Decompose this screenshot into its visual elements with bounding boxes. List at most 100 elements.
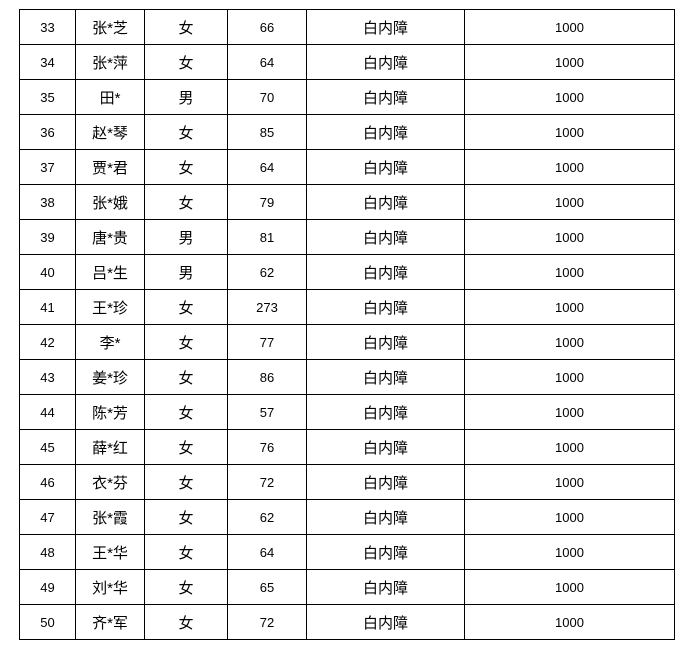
gender-cell: 女 [144,604,228,640]
amount-cell: 1000 [464,114,675,150]
row-number-cell: 37 [19,149,76,185]
diagnosis-cell: 白内障 [306,44,465,80]
row-number-cell: 33 [19,9,76,45]
row-number-cell: 40 [19,254,76,290]
gender-cell: 女 [144,394,228,430]
gender-cell: 男 [144,219,228,255]
age-cell: 79 [227,184,307,220]
gender-cell: 女 [144,9,228,45]
table-row: 45 薛*红女 76 白内障 1000 [19,429,675,465]
amount-cell: 1000 [464,534,675,570]
amount-cell: 1000 [464,359,675,395]
diagnosis-cell: 白内障 [306,114,465,150]
age-cell: 62 [227,254,307,290]
gender-cell: 女 [144,289,228,325]
amount-cell: 1000 [464,254,675,290]
row-number-cell: 45 [19,429,76,465]
table-row: 43 姜*珍女 86 白内障 1000 [19,359,675,395]
row-number-cell: 48 [19,534,76,570]
age-cell: 72 [227,604,307,640]
table-row: 49 刘*华女 65 白内障 1000 [19,569,675,605]
amount-cell: 1000 [464,464,675,500]
table-row: 48 王*华女 64 白内障 1000 [19,534,675,570]
table-row: 44 陈*芳女 57 白内障 1000 [19,394,675,430]
name-cell: 赵*琴 [75,114,145,150]
gender-cell: 女 [144,149,228,185]
gender-cell: 女 [144,324,228,360]
name-cell: 齐*军 [75,604,145,640]
table-row: 41 王*珍女 273 白内障 1000 [19,289,675,325]
amount-cell: 1000 [464,79,675,115]
table-row: 47 张*霞女 62 白内障 1000 [19,499,675,535]
gender-cell: 男 [144,79,228,115]
diagnosis-cell: 白内障 [306,184,465,220]
diagnosis-cell: 白内障 [306,604,465,640]
row-number-cell: 44 [19,394,76,430]
diagnosis-cell: 白内障 [306,219,465,255]
row-number-cell: 38 [19,184,76,220]
age-cell: 70 [227,79,307,115]
name-cell: 李* [75,324,145,360]
diagnosis-cell: 白内障 [306,254,465,290]
table-row: 35 田* 男 70 白内障 1000 [19,79,675,115]
age-cell: 62 [227,499,307,535]
patient-table: 33 张*芝女 66 白内障 1000 34 张*萍女 64 白内障 1000 35 田* 男 70 白内障… [19,9,675,640]
name-cell: 张*芝 [75,9,145,45]
row-number-cell: 41 [19,289,76,325]
name-cell: 唐*贵 [75,219,145,255]
table-row: 36 赵*琴女 85 白内障 1000 [19,114,675,150]
row-number-cell: 42 [19,324,76,360]
diagnosis-cell: 白内障 [306,394,465,430]
name-cell: 姜*珍 [75,359,145,395]
age-cell: 64 [227,534,307,570]
age-cell: 86 [227,359,307,395]
amount-cell: 1000 [464,149,675,185]
age-cell: 64 [227,44,307,80]
amount-cell: 1000 [464,289,675,325]
age-cell: 81 [227,219,307,255]
gender-cell: 女 [144,429,228,465]
name-cell: 张*霞 [75,499,145,535]
name-cell: 吕*生 [75,254,145,290]
diagnosis-cell: 白内障 [306,9,465,45]
row-number-cell: 43 [19,359,76,395]
name-cell: 衣*芬 [75,464,145,500]
name-cell: 陈*芳 [75,394,145,430]
diagnosis-cell: 白内障 [306,359,465,395]
gender-cell: 男 [144,254,228,290]
table-row: 33 张*芝女 66 白内障 1000 [19,9,675,45]
row-number-cell: 36 [19,114,76,150]
amount-cell: 1000 [464,569,675,605]
age-cell: 57 [227,394,307,430]
amount-cell: 1000 [464,324,675,360]
amount-cell: 1000 [464,184,675,220]
diagnosis-cell: 白内障 [306,464,465,500]
amount-cell: 1000 [464,394,675,430]
name-cell: 薛*红 [75,429,145,465]
name-cell: 田* [75,79,145,115]
amount-cell: 1000 [464,219,675,255]
table-row: 50 齐*军女 72 白内障 1000 [19,604,675,640]
diagnosis-cell: 白内障 [306,534,465,570]
gender-cell: 女 [144,464,228,500]
table-row: 34 张*萍女 64 白内障 1000 [19,44,675,80]
diagnosis-cell: 白内障 [306,289,465,325]
row-number-cell: 47 [19,499,76,535]
row-number-cell: 46 [19,464,76,500]
table-row: 46 衣*芬女 72 白内障 1000 [19,464,675,500]
age-cell: 273 [227,289,307,325]
amount-cell: 1000 [464,604,675,640]
gender-cell: 女 [144,534,228,570]
gender-cell: 女 [144,359,228,395]
gender-cell: 女 [144,499,228,535]
amount-cell: 1000 [464,44,675,80]
row-number-cell: 34 [19,44,76,80]
table-row: 42 李* 女 77 白内障 1000 [19,324,675,360]
table-body: 33 张*芝女 66 白内障 1000 34 张*萍女 64 白内障 1000 35 田* 男 70 白内障… [19,9,675,640]
row-number-cell: 50 [19,604,76,640]
age-cell: 72 [227,464,307,500]
gender-cell: 女 [144,569,228,605]
amount-cell: 1000 [464,429,675,465]
diagnosis-cell: 白内障 [306,499,465,535]
diagnosis-cell: 白内障 [306,569,465,605]
